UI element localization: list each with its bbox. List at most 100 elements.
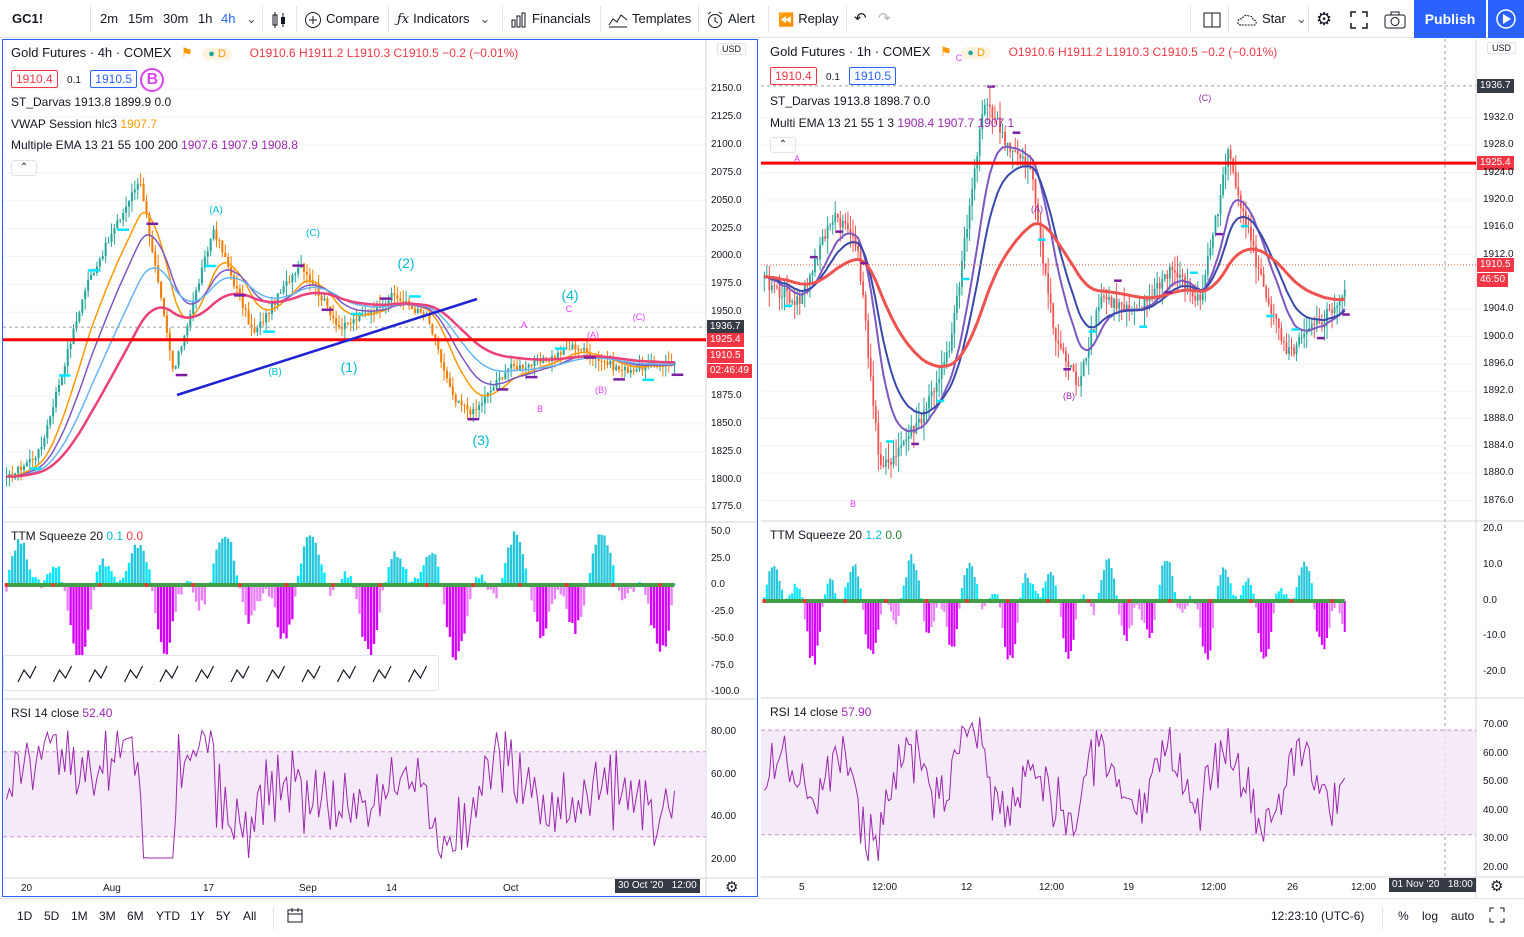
gann-icon[interactable] <box>372 665 392 683</box>
flag-icon[interactable]: ⚑ <box>181 45 193 60</box>
go-to-date-icon[interactable] <box>287 907 303 926</box>
candle-body <box>1333 307 1336 313</box>
pattern-icon[interactable] <box>301 665 321 683</box>
replay-button[interactable]: ⏪ Replay <box>778 0 839 38</box>
play-icon[interactable] <box>1488 0 1524 38</box>
range-3m[interactable]: 3M <box>99 909 116 923</box>
range-ytd[interactable]: YTD <box>156 909 180 923</box>
redo-icon[interactable]: ↷ <box>878 10 891 27</box>
candle-body <box>1298 337 1300 345</box>
ray-icon[interactable] <box>265 665 286 683</box>
pitchfork-icon[interactable] <box>230 665 250 683</box>
ttm-bar <box>22 542 26 585</box>
right-chart-canvas[interactable]: C B (A) (B) (C) A <box>761 39 1524 897</box>
collapse-legend-button[interactable]: ⌃ <box>11 160 37 176</box>
gear-icon[interactable]: ⚙ <box>1490 878 1504 895</box>
candle-body <box>489 390 492 393</box>
fullscreen-icon[interactable] <box>1489 907 1505 926</box>
undo-icon[interactable]: ↶ <box>854 10 867 27</box>
indicator-vwap[interactable]: VWAP Session hlc3 1907.7 <box>11 117 157 131</box>
candle-body <box>900 445 903 448</box>
templates-button[interactable]: Templates <box>608 0 691 38</box>
symbol-search[interactable]: GC1! <box>12 11 44 26</box>
clock-timezone[interactable]: 12:23:10 (UTC-6) <box>1271 909 1365 923</box>
gear-icon[interactable]: ⚙ <box>1316 9 1333 29</box>
measure-icon[interactable] <box>407 665 428 683</box>
alert-button[interactable]: Alert <box>706 0 755 38</box>
interval-15m[interactable]: 15m <box>128 11 154 26</box>
trendline-icon[interactable] <box>123 665 144 683</box>
indicator-multi-ema[interactable]: Multi EMA 13 21 55 1 3 1908.4 1907.7 190… <box>770 116 1014 130</box>
curve-icon[interactable] <box>336 665 357 683</box>
ttm-bar <box>1166 560 1169 601</box>
financials-button[interactable]: Financials <box>510 0 591 38</box>
ttm-bar <box>874 601 877 643</box>
ttm-bar <box>829 578 832 601</box>
ttm-bar <box>1265 601 1268 657</box>
indicator-multi-ema[interactable]: Multiple EMA 13 21 55 100 200 1907.6 190… <box>11 138 298 152</box>
gear-icon[interactable]: ⚙ <box>725 879 739 896</box>
left-chart-panel[interactable]: (A) (C) (2) (4) (B) (1) (3) A C (A) (C) B (B) Gold F… <box>2 39 758 897</box>
ttm-bar <box>597 534 600 585</box>
indicator-st-darvas[interactable]: ST_Darvas 1913.8 1898.7 0.0 <box>770 94 930 108</box>
right-currency-unit[interactable]: USD <box>1487 42 1517 54</box>
candle-body <box>890 462 892 465</box>
range-1m[interactable]: 1M <box>71 909 88 923</box>
candle-body <box>282 285 285 293</box>
candle-body <box>1318 320 1321 323</box>
candle-body <box>1326 309 1328 323</box>
ttm-bar <box>1320 601 1323 645</box>
percent-toggle[interactable]: % <box>1398 909 1409 923</box>
candle-body <box>996 117 999 119</box>
bid-box[interactable]: 1910.4 <box>770 67 817 85</box>
camera-icon[interactable] <box>1384 0 1410 38</box>
chevron-down-icon[interactable]: ⌄ <box>246 11 257 26</box>
candle-body <box>1191 290 1194 297</box>
interval-4h[interactable]: 4h <box>221 11 236 26</box>
compare-button[interactable]: Compare <box>304 0 379 38</box>
ttm-bar <box>1201 601 1204 647</box>
ttm-bar <box>375 585 379 631</box>
fib-icon[interactable] <box>159 665 179 683</box>
range-6m[interactable]: 6M <box>127 909 144 923</box>
candle-body <box>399 298 402 302</box>
ask-box[interactable]: 1910.5 <box>90 70 137 89</box>
lines-icon[interactable] <box>17 665 37 683</box>
fullscreen-icon[interactable] <box>1350 0 1372 38</box>
log-toggle[interactable]: log <box>1422 909 1439 923</box>
layout-icon[interactable] <box>1203 0 1225 38</box>
interval-2m[interactable]: 2m <box>100 11 119 26</box>
auto-toggle[interactable]: auto <box>1451 909 1475 923</box>
ask-box[interactable]: 1910.5 <box>849 67 896 85</box>
range-1y[interactable]: 1Y <box>190 909 205 923</box>
bid-box[interactable]: 1910.4 <box>11 70 58 89</box>
candle-body <box>879 454 882 466</box>
abc-wave-icon[interactable] <box>88 665 108 683</box>
candle-body <box>422 312 425 316</box>
candle-body <box>862 281 865 296</box>
collapse-legend-button[interactable]: ⌃ <box>770 137 796 153</box>
ttm-squeeze-dot <box>331 583 336 587</box>
interval-1h[interactable]: 1h <box>198 11 213 26</box>
range-all[interactable]: All <box>243 909 257 923</box>
wave-123-icon[interactable] <box>52 665 73 683</box>
flag-icon[interactable]: ⚑ <box>940 44 952 59</box>
hline-icon[interactable] <box>194 665 215 683</box>
left-chart-canvas[interactable]: (A) (C) (2) (4) (B) (1) (3) A C (A) (C) B (B) <box>3 40 758 897</box>
range-5d[interactable]: 5D <box>44 909 60 923</box>
left-currency-unit[interactable]: USD <box>717 43 747 55</box>
candle-body <box>60 374 63 385</box>
cloud-layout-button[interactable]: Star ⌄ <box>1236 0 1307 38</box>
range-5y[interactable]: 5Y <box>216 909 231 923</box>
publish-button[interactable]: Publish <box>1414 0 1486 38</box>
ttm-bar <box>151 585 154 592</box>
ttm-bar <box>854 564 857 601</box>
right-chart-panel[interactable]: C B (A) (B) (C) A Gold Futures · 1h · COMEX ⚑… <box>761 39 1524 897</box>
indicators-button[interactable]: ƒx Indicators ⌄ <box>397 0 490 38</box>
indicator-st-darvas[interactable]: ST_Darvas 1913.8 1899.9 0.0 <box>11 95 171 109</box>
time-tick: 12:00 <box>1201 882 1227 893</box>
range-1d[interactable]: 1D <box>17 909 33 923</box>
ttm-bar <box>518 542 522 585</box>
candles-icon[interactable] <box>271 0 291 38</box>
interval-30m[interactable]: 30m <box>163 11 189 26</box>
